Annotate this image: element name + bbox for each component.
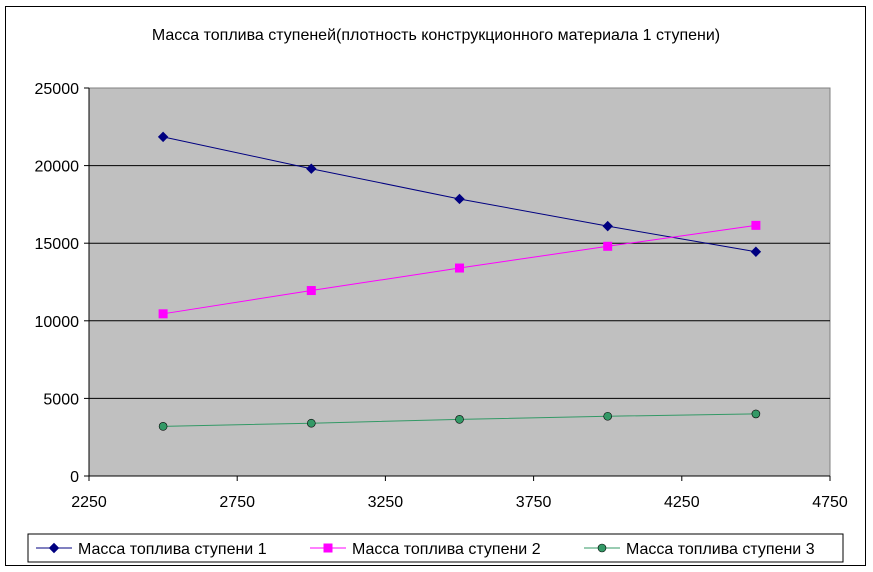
series-1-point (454, 193, 465, 205)
series-3-point (455, 415, 464, 424)
y-tick-label: 10000 (35, 314, 80, 331)
x-tick-label: 4250 (664, 494, 700, 511)
series-3-point (603, 411, 613, 421)
chart-title: Масса топлива ступеней(плотность констру… (152, 27, 720, 44)
x-tick-label: 2250 (71, 494, 107, 511)
legend-label: Масса топлива ступени 3 (626, 541, 815, 558)
series-2-point (603, 241, 613, 251)
series-1-point (602, 220, 613, 232)
axes: 0 5000 10000 15000 20000 25000 2250 2750 3250 375… (35, 81, 848, 511)
y-tick-label: 20000 (35, 159, 80, 176)
series-2-point (158, 309, 168, 319)
x-tick-label: 3750 (516, 494, 552, 511)
x-tick-label: 3250 (368, 494, 404, 511)
legend-box (27, 533, 844, 563)
y-tick-label: 5000 (43, 391, 79, 408)
y-tick-label: 0 (70, 469, 79, 486)
series-1-point (306, 163, 317, 174)
y-tick-label: 15000 (35, 236, 80, 253)
series-3-point (306, 418, 316, 428)
series-3-point (751, 409, 761, 419)
series-2-point (455, 263, 464, 273)
legend-marker (48, 542, 60, 554)
x-tick-label: 2750 (219, 494, 255, 511)
series-2 (158, 220, 761, 319)
legend: Масса топлива ступени 1 Масса топлива сту… (27, 533, 844, 563)
legend-marker (597, 543, 607, 553)
plot-area (88, 87, 831, 477)
series-2-point (751, 220, 761, 230)
series-1-point (157, 131, 169, 143)
series-2-point (306, 286, 316, 296)
series (157, 131, 762, 431)
y-tick-label: 25000 (35, 81, 80, 98)
legend-marker (323, 543, 333, 553)
legend-label: Масса топлива ступени 2 (352, 541, 541, 558)
series-1-point (750, 246, 762, 257)
series-3 (158, 409, 761, 431)
legend-label: Масса топлива ступени 1 (78, 541, 267, 558)
series-3-point (158, 422, 168, 431)
series-1 (157, 131, 762, 257)
x-tick-label: 4750 (812, 494, 848, 511)
